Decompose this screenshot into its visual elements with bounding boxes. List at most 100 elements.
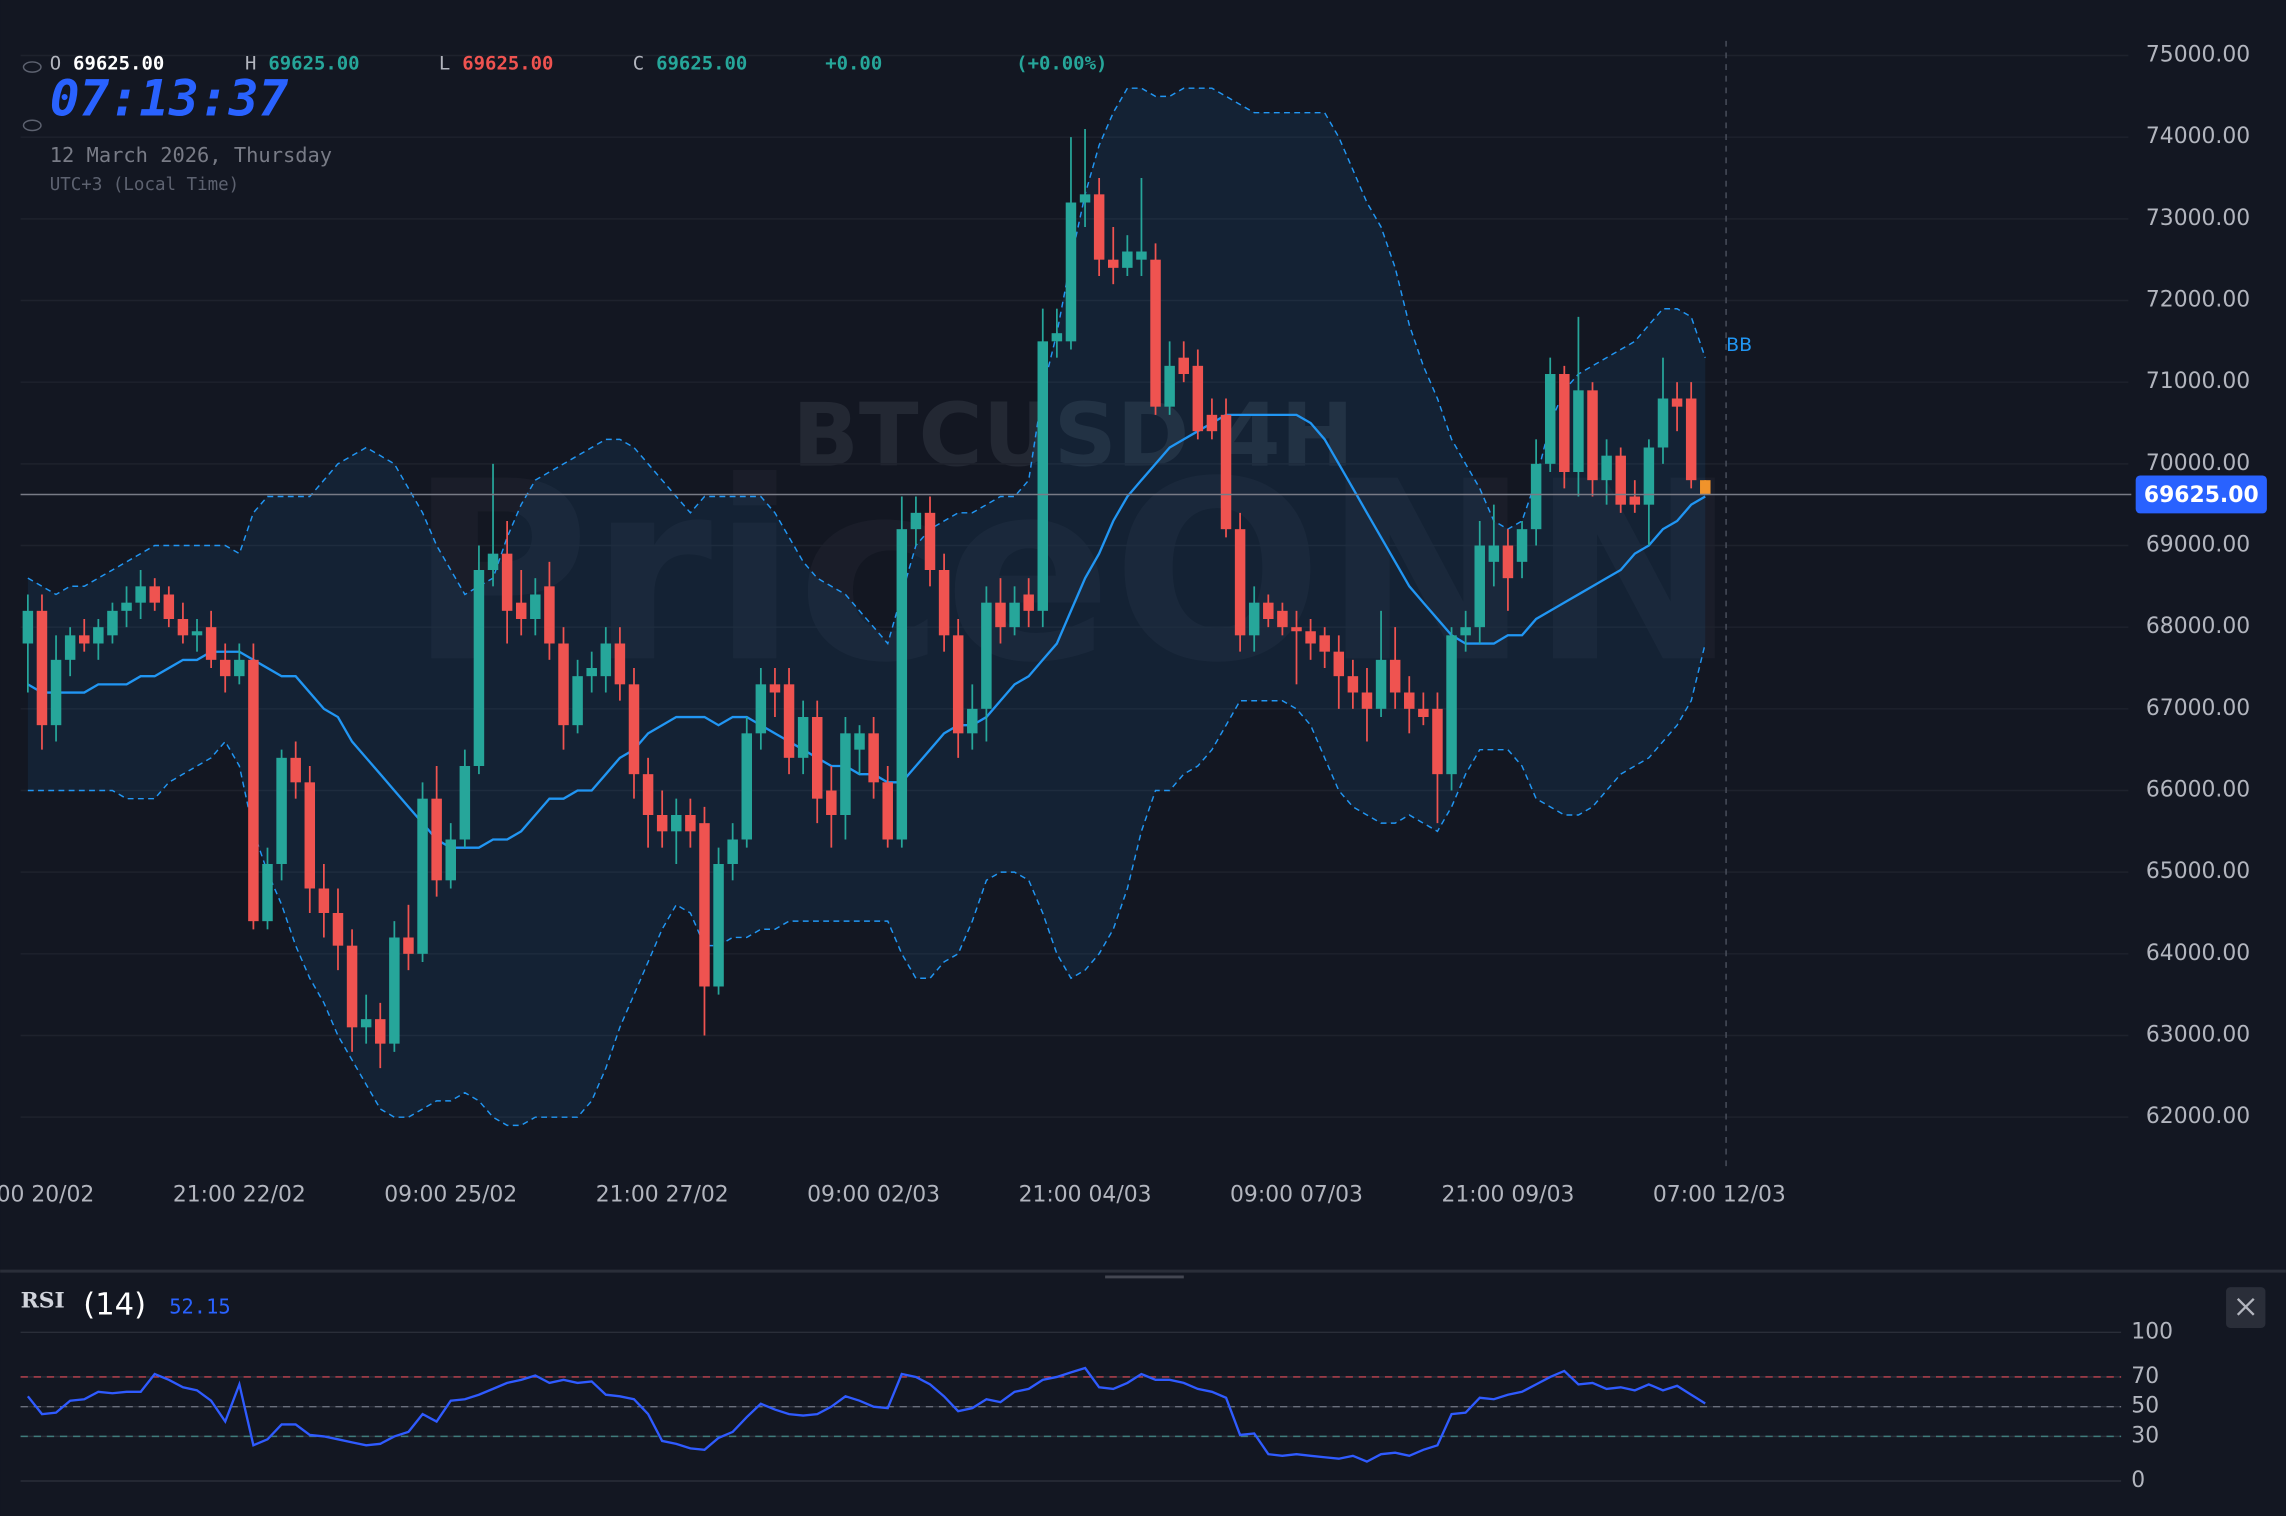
candle-body bbox=[1305, 631, 1316, 644]
candle-body bbox=[1418, 708, 1429, 717]
candle-body bbox=[1573, 390, 1584, 473]
candle-body bbox=[755, 684, 767, 734]
rsi-pane: RSI (14) 52.15 0 30 50 70 100 bbox=[20, 1288, 2173, 1493]
rsi-line bbox=[26, 1366, 1706, 1463]
watermark: BTCUSD 4H PriceONN bbox=[408, 385, 1737, 718]
candle-body bbox=[487, 553, 499, 571]
candle-body bbox=[234, 659, 245, 677]
y-tick-label: 68000.00 bbox=[2146, 614, 2250, 639]
watermark-symbol: BTCUSD 4H bbox=[792, 385, 1354, 487]
candle-body bbox=[656, 814, 668, 832]
candle-body bbox=[1136, 251, 1147, 260]
candle-body bbox=[473, 570, 485, 766]
x-tick-label: 09:00 20/02 bbox=[0, 1182, 94, 1207]
candle-body bbox=[121, 602, 132, 611]
y-tick-label: 50 bbox=[2131, 1394, 2159, 1419]
low-value: 69625.00 bbox=[462, 53, 553, 75]
candle-body bbox=[924, 512, 936, 571]
candle-body bbox=[896, 529, 908, 840]
candle-body bbox=[952, 635, 964, 734]
candle-body bbox=[1192, 365, 1204, 432]
candle-body bbox=[826, 790, 837, 815]
header: O 69625.00 H 69625.00 L 69625.00 C 69625… bbox=[22, 53, 1107, 195]
price-pane: 62000.00 63000.00 64000.00 65000.00 66000.00… bbox=[0, 43, 2267, 1207]
candle-body bbox=[332, 912, 344, 946]
candle-body bbox=[783, 684, 795, 758]
candle-body bbox=[713, 863, 724, 987]
candle-body bbox=[191, 631, 203, 636]
candle-body bbox=[1150, 259, 1161, 407]
candle-body bbox=[1629, 496, 1641, 505]
candle-body bbox=[403, 937, 414, 954]
candle-body bbox=[501, 553, 513, 611]
candle-body bbox=[741, 733, 753, 840]
candle-body bbox=[50, 659, 62, 726]
current-price-tag bbox=[2135, 475, 2267, 514]
candle-body bbox=[79, 635, 90, 644]
candle-body bbox=[1516, 529, 1528, 562]
candle-body bbox=[431, 798, 442, 881]
candle-body bbox=[1164, 365, 1175, 407]
x-tick-label: 21:00 22/02 bbox=[173, 1182, 306, 1207]
candle-body bbox=[417, 798, 428, 954]
candle-body bbox=[1474, 545, 1485, 628]
candle-body bbox=[868, 733, 879, 783]
candle-body bbox=[910, 512, 922, 530]
change: +0.00 bbox=[825, 53, 882, 75]
candle-body bbox=[854, 733, 865, 750]
candle-body bbox=[22, 610, 34, 644]
current-price-label: 69625.00 bbox=[2144, 483, 2259, 508]
close-value: 69625.00 bbox=[656, 53, 747, 75]
candle-body bbox=[769, 684, 781, 693]
close-icon[interactable] bbox=[2236, 1297, 2255, 1316]
rsi-current: 52.15 bbox=[169, 1295, 230, 1319]
candle-body bbox=[1389, 659, 1401, 693]
candle-body bbox=[1700, 480, 1711, 495]
candle-body bbox=[262, 863, 273, 922]
candle-body bbox=[1206, 414, 1218, 432]
candle-body bbox=[375, 1019, 386, 1044]
candle-body bbox=[530, 594, 541, 620]
y-tick-label: 67000.00 bbox=[2146, 696, 2250, 721]
x-tick-label: 09:00 02/03 bbox=[807, 1182, 940, 1207]
rsi-title: RSI bbox=[21, 1288, 65, 1314]
y-tick-label: 66000.00 bbox=[2146, 777, 2250, 802]
candle-body bbox=[1291, 627, 1302, 632]
y-tick-label: 75000.00 bbox=[2146, 43, 2250, 68]
candle-body bbox=[699, 823, 710, 987]
candle-body bbox=[107, 610, 118, 636]
y-tick-label: 72000.00 bbox=[2146, 288, 2250, 313]
y-tick-label: 62000.00 bbox=[2146, 1104, 2250, 1129]
open-value: 69625.00 bbox=[73, 53, 164, 75]
candle-body bbox=[515, 602, 527, 620]
open-label: O bbox=[50, 53, 61, 75]
x-tick-label: 21:00 04/03 bbox=[1019, 1182, 1152, 1207]
watermark-brand: PriceONN bbox=[408, 429, 1737, 717]
y-tick-label: 70 bbox=[2131, 1364, 2159, 1389]
candle-body bbox=[642, 774, 654, 815]
y-tick-label: 64000.00 bbox=[2146, 941, 2250, 966]
eye-icon[interactable] bbox=[22, 61, 42, 73]
y-tick-label: 71000.00 bbox=[2146, 369, 2250, 394]
candle-body bbox=[981, 602, 992, 709]
candle-body bbox=[586, 667, 597, 677]
candle-body bbox=[1530, 463, 1542, 530]
close-button[interactable] bbox=[2226, 1287, 2266, 1328]
y-tick-label: 65000.00 bbox=[2146, 859, 2250, 884]
candle-body bbox=[304, 782, 316, 889]
rsi-period: (14) bbox=[83, 1288, 146, 1323]
bollinger-label: BB bbox=[1726, 334, 1752, 356]
candle-body bbox=[882, 782, 893, 840]
y-tick-label: 63000.00 bbox=[2146, 1022, 2250, 1047]
candle-body bbox=[938, 570, 950, 636]
y-tick-label: 74000.00 bbox=[2146, 124, 2250, 149]
date: 12 March 2026, Thursday bbox=[50, 143, 332, 167]
candle-body bbox=[290, 757, 301, 783]
candle-body bbox=[1432, 708, 1443, 775]
low-label: L bbox=[439, 53, 450, 75]
y-tick-label: 30 bbox=[2131, 1423, 2159, 1448]
candle-body bbox=[1093, 194, 1105, 260]
eye-icon[interactable] bbox=[22, 119, 42, 132]
candle-body bbox=[1502, 545, 1514, 579]
y-tick-label: 70000.00 bbox=[2146, 451, 2250, 476]
